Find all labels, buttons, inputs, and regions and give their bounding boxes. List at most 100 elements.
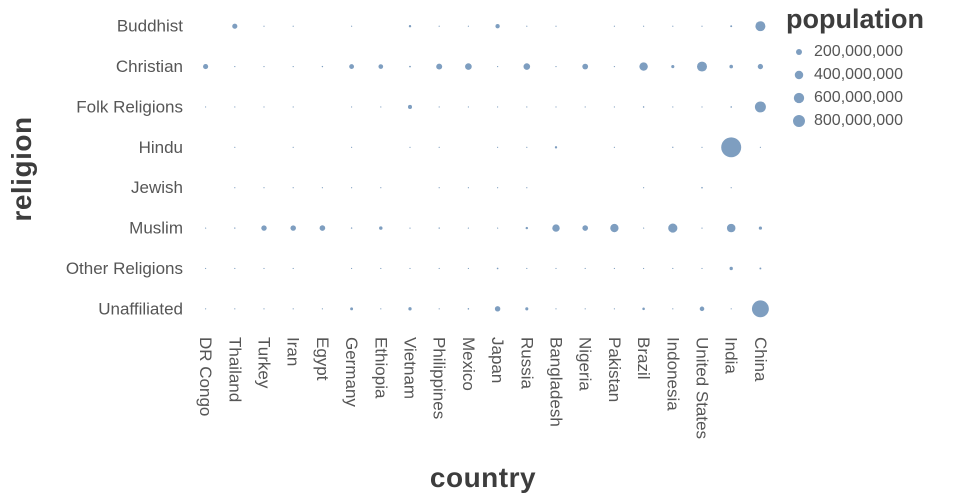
- x-tick-label: Iran: [284, 337, 303, 366]
- x-tick-label: Thailand: [225, 337, 244, 402]
- data-point: [751, 300, 769, 318]
- legend-title: population: [786, 4, 924, 34]
- data-point: [523, 63, 531, 70]
- x-tick-label: Nigeria: [576, 337, 595, 391]
- data-point: [643, 227, 645, 229]
- data-point: [497, 106, 499, 108]
- legend-size-symbol: [794, 70, 804, 80]
- data-point: [496, 267, 499, 270]
- data-point: [668, 223, 678, 233]
- x-tick-label: China: [751, 337, 770, 382]
- y-tick-label: Christian: [116, 57, 183, 76]
- data-point: [643, 25, 645, 27]
- data-point: [755, 21, 766, 32]
- data-point: [495, 24, 500, 29]
- data-point: [582, 63, 589, 70]
- legend-row: 400,000,000: [786, 64, 903, 86]
- data-point: [672, 267, 674, 270]
- y-tick-label: Jewish: [131, 178, 183, 197]
- data-point: [261, 225, 267, 231]
- data-point: [730, 106, 732, 108]
- data-point: [409, 146, 411, 148]
- data-point: [379, 226, 383, 230]
- x-tick-label: Russia: [517, 337, 536, 390]
- x-tick-label: Pakistan: [605, 337, 624, 402]
- data-point: [526, 267, 528, 270]
- data-point: [263, 187, 265, 189]
- x-tick-label: Mexico: [459, 337, 478, 391]
- y-axis-title: religion: [6, 116, 37, 222]
- data-point: [584, 267, 586, 270]
- data-point: [497, 146, 499, 148]
- data-point: [351, 106, 353, 108]
- data-point: [726, 223, 736, 233]
- data-point: [292, 65, 294, 68]
- x-tick-label: Philippines: [430, 337, 449, 419]
- data-point: [526, 187, 528, 189]
- data-point: [526, 106, 528, 108]
- legend-row: 600,000,000: [786, 87, 903, 109]
- legend-row: 200,000,000: [786, 41, 903, 63]
- data-point: [584, 106, 586, 108]
- data-point: [321, 187, 323, 189]
- data-point: [408, 24, 412, 28]
- legend-circle: [796, 49, 802, 55]
- data-point: [613, 308, 616, 310]
- data-point: [526, 146, 528, 148]
- data-point: [525, 307, 529, 311]
- data-point: [526, 25, 528, 27]
- data-point: [321, 65, 324, 68]
- data-point: [438, 106, 440, 108]
- data-point: [721, 137, 742, 158]
- data-point: [613, 25, 616, 27]
- data-point: [436, 63, 443, 70]
- data-point: [234, 267, 236, 270]
- data-point: [701, 146, 703, 148]
- data-point: [497, 187, 499, 189]
- legend-size-symbol: [793, 115, 805, 127]
- data-point: [292, 267, 294, 270]
- data-point: [613, 65, 616, 68]
- data-point: [584, 308, 586, 310]
- data-point: [351, 267, 353, 270]
- data-point: [380, 187, 382, 189]
- data-point: [754, 101, 766, 113]
- y-tick-label: Hindu: [139, 138, 183, 157]
- data-point: [757, 63, 764, 70]
- data-point: [467, 308, 470, 310]
- data-point: [467, 106, 469, 108]
- legend-circle: [793, 92, 805, 104]
- data-point: [292, 308, 294, 310]
- data-point: [465, 63, 472, 70]
- data-point: [729, 266, 733, 271]
- data-point: [438, 267, 440, 270]
- x-tick-label: India: [722, 337, 741, 374]
- data-point: [467, 25, 469, 27]
- data-point: [758, 226, 762, 230]
- x-tick-label: Brazil: [634, 337, 653, 380]
- data-point: [554, 146, 558, 149]
- data-point: [203, 64, 209, 70]
- data-point: [672, 106, 674, 108]
- data-point: [610, 223, 619, 233]
- data-point: [290, 225, 296, 231]
- data-point: [438, 187, 440, 189]
- data-point: [438, 25, 440, 27]
- legend-circle: [793, 115, 805, 127]
- data-point: [552, 224, 560, 232]
- data-point: [672, 25, 674, 27]
- data-point: [234, 146, 236, 148]
- data-point: [351, 146, 353, 148]
- data-point: [319, 225, 326, 231]
- data-point: [350, 227, 353, 229]
- data-point: [494, 306, 501, 312]
- data-point: [613, 106, 616, 108]
- y-tick-label: Muslim: [129, 219, 183, 238]
- data-point: [408, 307, 412, 311]
- legend-value-label: 600,000,000: [814, 89, 903, 106]
- x-tick-label: Germany: [342, 337, 361, 407]
- x-tick-label: Egypt: [313, 337, 332, 381]
- data-point: [205, 227, 207, 229]
